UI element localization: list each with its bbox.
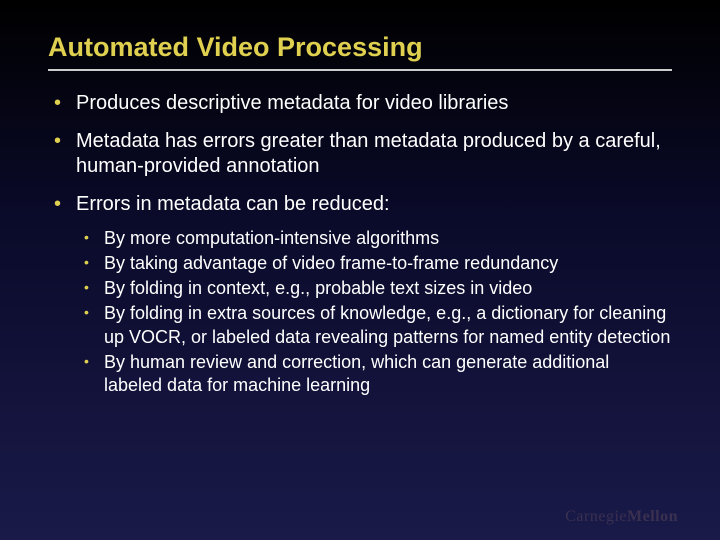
sub-bullet-text: By more computation-intensive algorithms: [104, 228, 439, 248]
list-item: Errors in metadata can be reduced: By mo…: [48, 192, 672, 397]
list-item: Metadata has errors greater than metadat…: [48, 129, 672, 180]
list-item: Produces descriptive metadata for video …: [48, 91, 672, 117]
wordmark-logo: CarnegieMellon: [565, 508, 678, 526]
slide: Automated Video Processing Produces desc…: [0, 0, 720, 540]
bullet-list: Produces descriptive metadata for video …: [48, 91, 672, 397]
sub-bullet-text: By folding in context, e.g., probable te…: [104, 278, 532, 298]
bullet-text: Errors in metadata can be reduced:: [76, 193, 390, 215]
list-item: By folding in extra sources of knowledge…: [76, 302, 672, 348]
sub-bullet-text: By folding in extra sources of knowledge…: [104, 303, 670, 346]
list-item: By taking advantage of video frame-to-fr…: [76, 252, 672, 275]
list-item: By folding in context, e.g., probable te…: [76, 277, 672, 300]
list-item: By human review and correction, which ca…: [76, 351, 672, 397]
sub-bullet-list: By more computation-intensive algorithms…: [76, 227, 672, 396]
wordmark-part2: Mellon: [627, 508, 678, 525]
list-item: By more computation-intensive algorithms: [76, 227, 672, 250]
sub-bullet-text: By human review and correction, which ca…: [104, 352, 609, 395]
bullet-text: Metadata has errors greater than metadat…: [76, 130, 661, 178]
slide-title: Automated Video Processing: [48, 32, 672, 71]
bullet-text: Produces descriptive metadata for video …: [76, 92, 508, 114]
sub-bullet-text: By taking advantage of video frame-to-fr…: [104, 253, 558, 273]
wordmark-part1: Carnegie: [565, 508, 627, 525]
